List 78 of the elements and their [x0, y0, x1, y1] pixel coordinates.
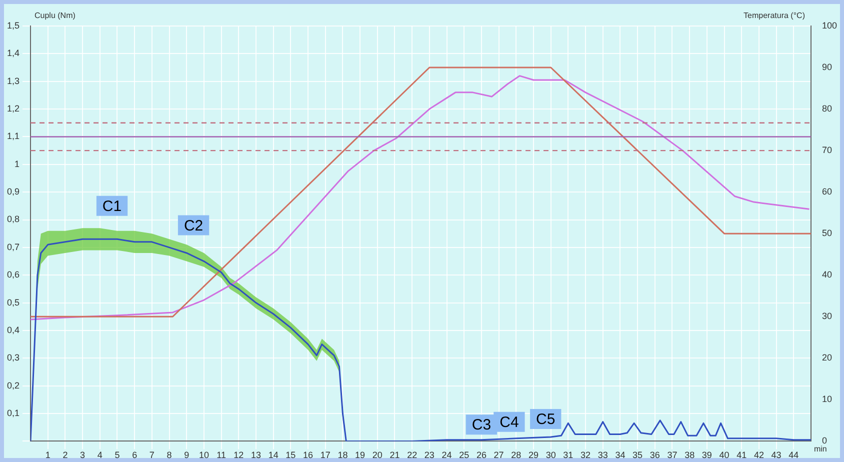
y2-tick-label: 60	[822, 186, 832, 197]
y2-tick-label: 30	[822, 311, 832, 322]
x-tick-label: 25	[459, 450, 470, 460]
x-tick-label: 10	[198, 450, 209, 460]
x-tick-label: 31	[563, 450, 574, 460]
x-tick-label: 35	[632, 450, 643, 460]
y2-axis-title: Temperatura (°C)	[744, 11, 806, 20]
x-tick-label: 11	[216, 450, 226, 460]
x-tick-label: 40	[719, 450, 730, 460]
x-tick-label: 27	[494, 450, 504, 460]
x-axis-title: min	[814, 444, 827, 454]
x-tick-label: 20	[372, 450, 382, 460]
y-tick-label: 1,4	[6, 48, 20, 58]
y-tick-label: 1,1	[6, 131, 20, 142]
x-tick-label: 6	[132, 450, 138, 460]
x-tick-label: 39	[702, 450, 712, 460]
x-tick-label: 18	[338, 450, 348, 460]
x-tick-label: 7	[149, 450, 154, 460]
y-tick-label: 0,7	[6, 242, 20, 252]
x-tick-label: 13	[250, 450, 261, 460]
x-tick-label: 19	[355, 450, 366, 460]
x-tick-label: 4	[97, 450, 102, 460]
x-tick-label: 15	[286, 450, 296, 460]
x-tick-label: 3	[80, 450, 86, 460]
x-tick-label: 24	[442, 450, 452, 460]
annotation: C1	[102, 198, 122, 216]
y2-tick-label: 80	[822, 104, 832, 114]
annotation: C2	[184, 217, 204, 234]
x-tick-label: 43	[771, 450, 782, 460]
x-tick-label: 44	[788, 450, 799, 460]
x-tick-label: 8	[166, 450, 172, 460]
annotation: C5	[536, 411, 556, 428]
x-tick-label: 14	[268, 450, 278, 460]
annotation: C4	[500, 414, 519, 431]
y2-tick-label: 20	[822, 352, 832, 363]
y-axis-title: Cuplu (Nm)	[34, 11, 76, 20]
x-tick-label: 36	[650, 450, 660, 460]
x-tick-label: 37	[667, 450, 678, 460]
x-tick-label: 42	[754, 450, 764, 460]
x-tick-label: 23	[424, 450, 434, 460]
y2-tick-label: 70	[822, 145, 832, 156]
y-tick-label: 0,3	[6, 352, 20, 363]
x-tick-label: 2	[62, 450, 68, 460]
y2-tick-label: 90	[822, 62, 832, 72]
x-tick-label: 17	[320, 450, 330, 460]
y-tick-label: 0,4	[6, 324, 20, 335]
y-tick-label: 1,2	[6, 104, 20, 114]
x-tick-label: 33	[598, 450, 608, 460]
y-tick-label: 1,5	[6, 20, 20, 30]
x-tick-label: 12	[234, 450, 244, 460]
x-tick-label: 5	[114, 450, 120, 460]
y-tick-label: 0,8	[6, 214, 20, 224]
x-tick-label: 28	[511, 450, 522, 460]
y-tick-label: 0,5	[6, 297, 20, 308]
y-tick-label: 0,2	[6, 380, 20, 390]
x-tick-label: 38	[684, 450, 695, 460]
x-tick-label: 30	[546, 450, 556, 460]
x-tick-label: 32	[580, 450, 591, 460]
x-tick-label: 21	[390, 450, 400, 460]
y2-tick-label: 40	[822, 270, 832, 280]
x-tick-label: 41	[736, 450, 747, 460]
y-tick-label: 0,9	[6, 186, 20, 197]
x-tick-label: 16	[303, 450, 314, 460]
y2-tick-label: 10	[822, 394, 832, 404]
y2-tick-label: 50	[822, 228, 832, 238]
y-tick-label: 0,6	[6, 270, 20, 280]
y-tick-label: 1	[14, 158, 20, 169]
x-tick-label: 22	[407, 450, 418, 460]
x-tick-label: 34	[615, 450, 626, 460]
annotation: C3	[472, 416, 492, 434]
y-tick-label: 1,3	[6, 76, 20, 86]
y2-tick-label: 0	[822, 436, 827, 446]
x-tick-label: 29	[528, 450, 538, 460]
x-tick-label: 26	[476, 450, 486, 460]
y-tick-label: 0,1	[6, 408, 20, 418]
x-tick-label: 9	[184, 450, 190, 460]
x-tick-label: 1	[45, 450, 50, 460]
y2-tick-label: 100	[822, 20, 838, 30]
